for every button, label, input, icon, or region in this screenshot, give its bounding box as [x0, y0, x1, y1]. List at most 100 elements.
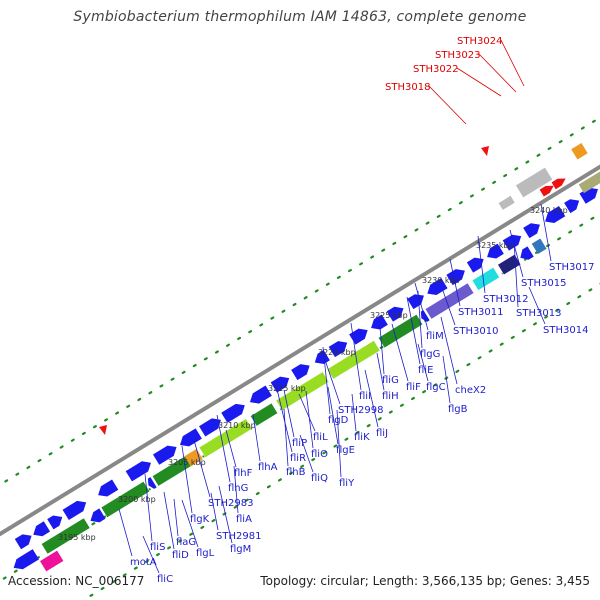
red-gene-arrow [539, 185, 554, 197]
scale-tick-label: 3210 kbp [218, 421, 256, 430]
label-leader-line [193, 439, 211, 498]
scale-tick-label: 3240 kbp [530, 206, 568, 215]
label-leader-line [142, 535, 160, 574]
gene-label: STH3011 [458, 307, 503, 318]
gene-label: flgE [336, 445, 355, 456]
label-leader-line [406, 296, 421, 365]
forward-gene-arrow [545, 205, 566, 224]
red-gene-label: STH3024 [457, 36, 502, 47]
gene-label: STH3012 [483, 294, 528, 305]
label-leader-line [181, 499, 199, 548]
gene-label: flgK [190, 514, 210, 525]
label-leader-line [528, 286, 546, 325]
gene-cluster-block [198, 418, 253, 459]
label-leader-line [283, 389, 295, 438]
label-leader-line [441, 287, 456, 326]
gene-label: STH3015 [521, 278, 566, 289]
forward-gene-arrow [407, 294, 424, 310]
gene-label: flgC [426, 382, 446, 393]
forward-gene-arrow [125, 461, 151, 482]
forward-gene-arrow [314, 350, 330, 364]
label-leader-line [442, 355, 451, 404]
forward-gene-arrow [427, 278, 448, 296]
gene-label: flhF [234, 468, 253, 479]
forward-gene-arrow [14, 534, 32, 550]
forward-gene-arrow [221, 403, 245, 423]
gene-label: STH3013 [516, 308, 561, 319]
label-leader-line [225, 429, 237, 468]
topology-summary: Topology: circular; Length: 3,566,135 bp… [260, 574, 590, 588]
reverse-gene-arrow [520, 246, 534, 260]
label-leader-line [379, 326, 385, 375]
gene-label: STH3014 [543, 325, 588, 336]
gene-label: STH2998 [338, 405, 383, 416]
red-leader-line [456, 67, 502, 97]
scale-tick-label: 3225 kbp [370, 311, 408, 320]
gray-gene-block [515, 167, 553, 198]
scale-tick-label: 3230 kbp [422, 276, 460, 285]
forward-gene-arrow [47, 515, 63, 530]
scale-tick-label: 3220 kbp [318, 348, 356, 357]
label-leader-line [252, 413, 261, 462]
forward-gene-arrow [179, 428, 202, 447]
gene-label: flhG [228, 483, 248, 494]
forward-gene-arrow [466, 257, 484, 273]
forward-gene-arrow [62, 500, 87, 521]
forward-gene-arrow [386, 306, 404, 322]
gray-gene-block [498, 195, 515, 210]
gene-label: STH3017 [549, 262, 594, 273]
label-leader-line [275, 384, 293, 453]
gene-label: flgL [196, 548, 215, 559]
scale-tick-label: 3195 kbp [58, 533, 96, 542]
red-leader-line [478, 53, 517, 93]
label-leader-line [323, 356, 341, 405]
label-leader-line [283, 408, 289, 467]
gene-label: fliR [290, 453, 306, 464]
label-leader-line [233, 465, 239, 514]
red-gene-label: STH3022 [413, 64, 458, 75]
gene-label: fliG [382, 375, 399, 386]
label-leader-line [477, 235, 486, 294]
forward-gene-arrow [523, 223, 540, 239]
forward-gene-arrow [270, 376, 290, 393]
olive-gene-block [578, 171, 600, 194]
red-leader-line [500, 39, 525, 87]
forward-gene-arrow [502, 234, 522, 251]
label-leader-line [417, 290, 423, 349]
forward-gene-arrow [152, 445, 177, 465]
label-leader-line [351, 393, 357, 432]
gene-label: fliI [359, 391, 371, 402]
label-leader-line [327, 386, 339, 445]
gene-label: fliK [354, 432, 370, 443]
scale-tick-label: 3235 kbp [476, 241, 514, 250]
gene-label: fliL [313, 432, 328, 443]
forward-gene-arrow [371, 314, 388, 330]
gene-label: STH2981 [216, 531, 261, 542]
scale-tick-label: 3200 kbp [118, 495, 156, 504]
orange-gene-block [571, 143, 588, 160]
label-leader-line [513, 239, 519, 308]
gene-label: fliC [157, 574, 173, 585]
gene-label: flgG [420, 349, 440, 360]
gene-label: flgB [448, 404, 468, 415]
label-leader-line [449, 258, 461, 307]
forward-gene-arrow [487, 243, 504, 259]
magenta-gene-block [40, 550, 64, 572]
forward-gene-arrow [98, 479, 119, 497]
gene-label: cheX2 [455, 385, 486, 396]
label-leader-line [414, 282, 429, 331]
gene-label: fliS [150, 542, 165, 553]
gene-cluster-block [100, 480, 151, 519]
gene-label: flgM [230, 544, 251, 555]
dots-outer-lower [81, 282, 600, 600]
gene-label: flaG [176, 537, 196, 548]
label-leader-line [173, 498, 179, 537]
label-leader-line [210, 492, 219, 531]
label-leader-line [163, 491, 175, 550]
red-arrow-icon [99, 425, 107, 435]
red-gene-label: STH3023 [435, 50, 480, 61]
gene-cluster-block [424, 282, 475, 320]
forward-gene-arrow [328, 341, 348, 358]
